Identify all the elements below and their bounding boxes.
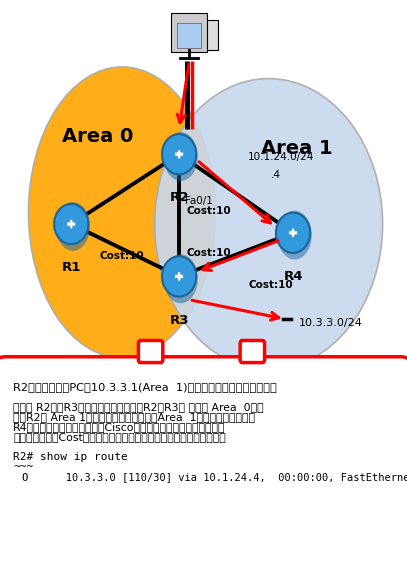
Text: 本当は R2からR3へ行くほうが早いが、R2とR3の 接続は Area  0であ: 本当は R2からR3へ行くほうが早いが、R2とR3の 接続は Area 0であ [13, 402, 264, 413]
Text: R2に接続されたPCが10.3.3.1(Area  1)へ通信を行う場合を考える。: R2に接続されたPCが10.3.3.1(Area 1)へ通信を行う場合を考える。 [13, 382, 277, 392]
Text: Fa0/1: Fa0/1 [185, 196, 213, 206]
Text: と以下の通り。Costよりもエリア内ルートであることが優先される。: と以下の通り。Costよりもエリア内ルートであることが優先される。 [13, 432, 226, 442]
Text: R4経由のルートを選択する。Ciscoのルーティングテーブルで言う: R4経由のルートを選択する。Ciscoのルーティングテーブルで言う [13, 422, 225, 432]
FancyBboxPatch shape [171, 13, 207, 52]
Text: R4: R4 [283, 270, 303, 283]
Text: Area 1: Area 1 [261, 139, 333, 158]
Circle shape [164, 132, 198, 181]
Text: R2: R2 [169, 191, 189, 204]
FancyBboxPatch shape [138, 340, 163, 363]
Text: O      10.3.3.0 [110/30] via 10.1.24.4,  00:00:00, FastEthernet0/1: O 10.3.3.0 [110/30] via 10.1.24.4, 00:00… [22, 472, 407, 482]
Circle shape [178, 152, 180, 156]
Text: Cost:10: Cost:10 [186, 205, 231, 216]
Text: Cost:10: Cost:10 [100, 251, 144, 261]
Circle shape [56, 202, 90, 251]
Text: Cost:10: Cost:10 [186, 247, 231, 258]
Text: R3: R3 [169, 314, 189, 327]
Text: Area 0: Area 0 [62, 127, 133, 146]
Ellipse shape [155, 79, 383, 370]
Text: .4: .4 [271, 169, 281, 180]
Text: R1: R1 [61, 261, 81, 274]
Circle shape [70, 222, 72, 226]
Text: り、R2は Area 1にも所属しているため、Area  1内の詳細地図を見て: り、R2は Area 1にも所属しているため、Area 1内の詳細地図を見て [13, 412, 255, 423]
Ellipse shape [162, 134, 196, 175]
Text: 10.1.24.0/24: 10.1.24.0/24 [248, 152, 315, 162]
Ellipse shape [54, 204, 88, 244]
Ellipse shape [162, 256, 196, 297]
Text: Cost:10: Cost:10 [248, 280, 293, 290]
FancyBboxPatch shape [240, 340, 265, 363]
Circle shape [164, 254, 198, 303]
FancyBboxPatch shape [177, 23, 201, 48]
Circle shape [178, 275, 180, 278]
Ellipse shape [276, 212, 310, 253]
FancyBboxPatch shape [199, 20, 218, 50]
Text: 10.3.3.0/24: 10.3.3.0/24 [299, 318, 363, 328]
Text: ~~~: ~~~ [13, 462, 33, 472]
Circle shape [292, 231, 294, 235]
Circle shape [278, 211, 312, 260]
Ellipse shape [28, 67, 216, 358]
FancyBboxPatch shape [0, 357, 407, 582]
Text: R2# show ip route: R2# show ip route [13, 452, 128, 462]
